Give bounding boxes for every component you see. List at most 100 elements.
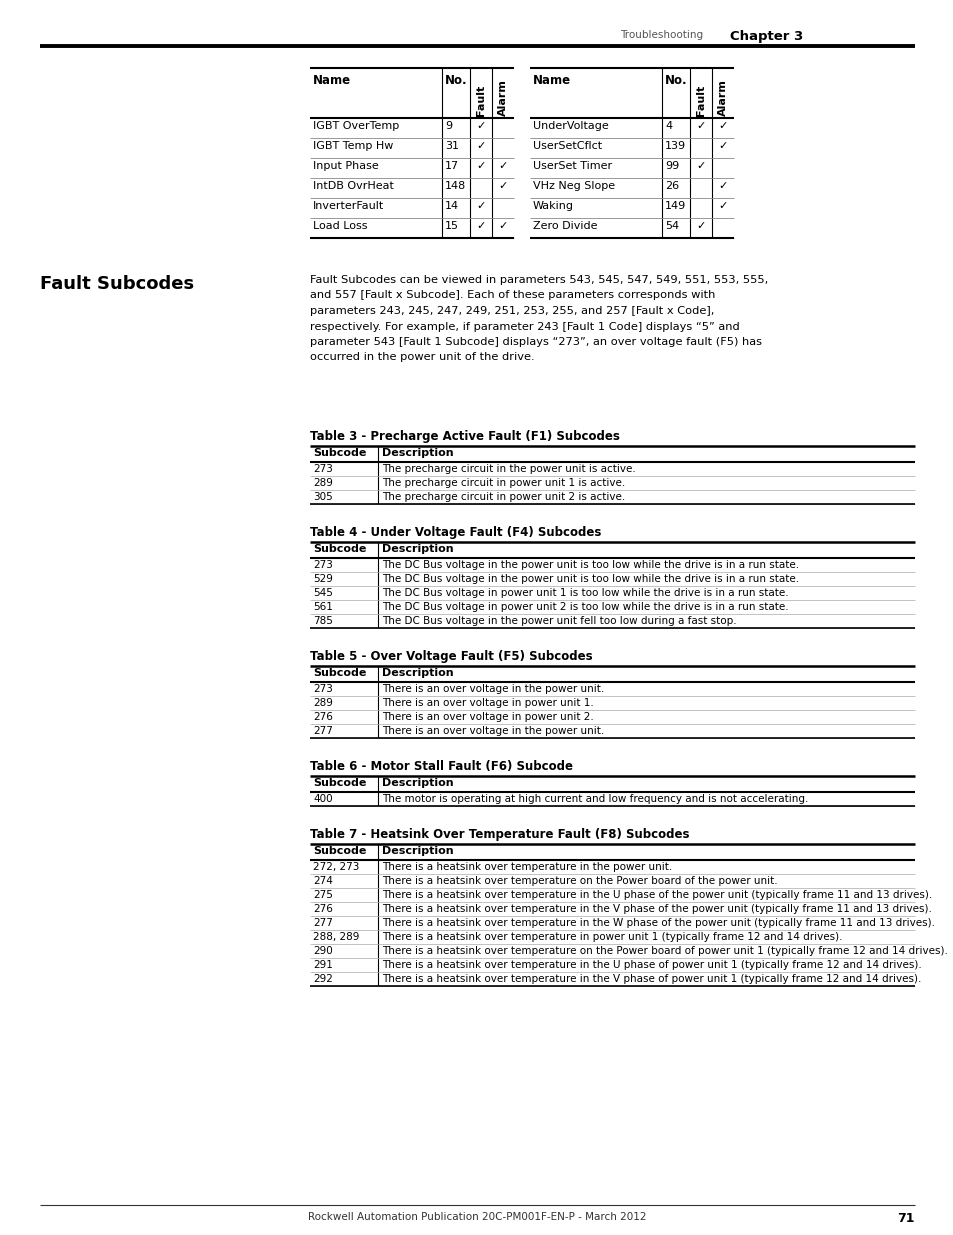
Text: Troubleshooting: Troubleshooting <box>619 30 702 40</box>
Text: UserSetCflct: UserSetCflct <box>533 141 601 151</box>
Text: No.: No. <box>664 74 687 86</box>
Text: Rockwell Automation Publication 20C-PM001F-EN-P - March 2012: Rockwell Automation Publication 20C-PM00… <box>308 1212 645 1221</box>
Text: The motor is operating at high current and low frequency and is not accelerating: The motor is operating at high current a… <box>381 794 807 804</box>
Text: There is a heatsink over temperature in the U phase of power unit 1 (typically f: There is a heatsink over temperature in … <box>381 960 921 969</box>
Text: Description: Description <box>381 846 453 856</box>
Text: Name: Name <box>313 74 351 86</box>
Text: 289: 289 <box>313 478 333 488</box>
Text: 273: 273 <box>313 684 333 694</box>
Text: Input Phase: Input Phase <box>313 161 378 170</box>
Text: The precharge circuit in the power unit is active.: The precharge circuit in the power unit … <box>381 464 635 474</box>
Text: Subcode: Subcode <box>313 543 366 555</box>
Text: The precharge circuit in power unit 1 is active.: The precharge circuit in power unit 1 is… <box>381 478 624 488</box>
Text: Zero Divide: Zero Divide <box>533 221 597 231</box>
Text: The DC Bus voltage in the power unit is too low while the drive is in a run stat: The DC Bus voltage in the power unit is … <box>381 574 799 584</box>
Text: Table 3 - Precharge Active Fault (F1) Subcodes: Table 3 - Precharge Active Fault (F1) Su… <box>310 430 619 443</box>
Text: ✓: ✓ <box>476 141 485 151</box>
Text: ✓: ✓ <box>696 161 705 170</box>
Text: parameter 543 [Fault 1 Subcode] displays “273”, an over voltage fault (F5) has: parameter 543 [Fault 1 Subcode] displays… <box>310 337 761 347</box>
Text: ✓: ✓ <box>497 161 507 170</box>
Text: ✓: ✓ <box>718 141 727 151</box>
Text: ✓: ✓ <box>497 182 507 191</box>
Text: Subcode: Subcode <box>313 846 366 856</box>
Text: 71: 71 <box>897 1212 914 1225</box>
Text: The DC Bus voltage in the power unit fell too low during a fast stop.: The DC Bus voltage in the power unit fel… <box>381 616 736 626</box>
Text: Subcode: Subcode <box>313 668 366 678</box>
Text: The DC Bus voltage in power unit 1 is too low while the drive is in a run state.: The DC Bus voltage in power unit 1 is to… <box>381 588 788 598</box>
Text: 148: 148 <box>444 182 466 191</box>
Text: Description: Description <box>381 448 453 458</box>
Text: Chapter 3: Chapter 3 <box>729 30 802 43</box>
Text: 305: 305 <box>313 492 333 501</box>
Text: UnderVoltage: UnderVoltage <box>533 121 608 131</box>
Text: There is a heatsink over temperature in the power unit.: There is a heatsink over temperature in … <box>381 862 672 872</box>
Text: 273: 273 <box>313 464 333 474</box>
Text: 277: 277 <box>313 918 333 927</box>
Text: 31: 31 <box>444 141 458 151</box>
Text: ✓: ✓ <box>476 161 485 170</box>
Text: ✓: ✓ <box>497 221 507 231</box>
Text: and 557 [Fault x Subcode]. Each of these parameters corresponds with: and 557 [Fault x Subcode]. Each of these… <box>310 290 715 300</box>
Text: 288, 289: 288, 289 <box>313 932 359 942</box>
Text: 275: 275 <box>313 890 333 900</box>
Text: UserSet Timer: UserSet Timer <box>533 161 612 170</box>
Text: ✓: ✓ <box>718 121 727 131</box>
Text: The DC Bus voltage in power unit 2 is too low while the drive is in a run state.: The DC Bus voltage in power unit 2 is to… <box>381 601 788 613</box>
Text: ✓: ✓ <box>476 121 485 131</box>
Text: There is a heatsink over temperature in the W phase of the power unit (typically: There is a heatsink over temperature in … <box>381 918 934 927</box>
Text: There is a heatsink over temperature on the Power board of power unit 1 (typical: There is a heatsink over temperature on … <box>381 946 947 956</box>
Text: Table 4 - Under Voltage Fault (F4) Subcodes: Table 4 - Under Voltage Fault (F4) Subco… <box>310 526 600 538</box>
Text: Table 6 - Motor Stall Fault (F6) Subcode: Table 6 - Motor Stall Fault (F6) Subcode <box>310 760 573 773</box>
Text: ✓: ✓ <box>696 121 705 131</box>
Text: Fault Subcodes can be viewed in parameters 543, 545, 547, 549, 551, 553, 555,: Fault Subcodes can be viewed in paramete… <box>310 275 767 285</box>
Text: There is an over voltage in power unit 2.: There is an over voltage in power unit 2… <box>381 713 593 722</box>
Text: The precharge circuit in power unit 2 is active.: The precharge circuit in power unit 2 is… <box>381 492 624 501</box>
Text: 99: 99 <box>664 161 679 170</box>
Text: 274: 274 <box>313 876 333 885</box>
Text: Waking: Waking <box>533 201 574 211</box>
Text: 276: 276 <box>313 713 333 722</box>
Text: Table 5 - Over Voltage Fault (F5) Subcodes: Table 5 - Over Voltage Fault (F5) Subcod… <box>310 650 592 663</box>
Text: 545: 545 <box>313 588 333 598</box>
Text: The DC Bus voltage in the power unit is too low while the drive is in a run stat: The DC Bus voltage in the power unit is … <box>381 559 799 571</box>
Text: 4: 4 <box>664 121 672 131</box>
Text: There is an over voltage in the power unit.: There is an over voltage in the power un… <box>381 684 603 694</box>
Text: There is a heatsink over temperature in the U phase of the power unit (typically: There is a heatsink over temperature in … <box>381 890 931 900</box>
Text: Name: Name <box>533 74 571 86</box>
Text: 400: 400 <box>313 794 333 804</box>
Text: 290: 290 <box>313 946 333 956</box>
Text: 14: 14 <box>444 201 458 211</box>
Text: 26: 26 <box>664 182 679 191</box>
Text: Fault: Fault <box>696 85 705 116</box>
Text: 277: 277 <box>313 726 333 736</box>
Text: Subcode: Subcode <box>313 778 366 788</box>
Text: There is a heatsink over temperature in the V phase of power unit 1 (typically f: There is a heatsink over temperature in … <box>381 974 921 984</box>
Text: There is a heatsink over temperature in the V phase of the power unit (typically: There is a heatsink over temperature in … <box>381 904 931 914</box>
Text: IntDB OvrHeat: IntDB OvrHeat <box>313 182 394 191</box>
Text: 529: 529 <box>313 574 333 584</box>
Text: 785: 785 <box>313 616 333 626</box>
Text: 272, 273: 272, 273 <box>313 862 359 872</box>
Text: There is a heatsink over temperature in power unit 1 (typically frame 12 and 14 : There is a heatsink over temperature in … <box>381 932 841 942</box>
Text: Description: Description <box>381 778 453 788</box>
Text: Fault: Fault <box>476 85 485 116</box>
Text: There is a heatsink over temperature on the Power board of the power unit.: There is a heatsink over temperature on … <box>381 876 777 885</box>
Text: 139: 139 <box>664 141 685 151</box>
Text: 273: 273 <box>313 559 333 571</box>
Text: 149: 149 <box>664 201 685 211</box>
Text: There is an over voltage in power unit 1.: There is an over voltage in power unit 1… <box>381 698 593 708</box>
Text: ✓: ✓ <box>696 221 705 231</box>
Text: InverterFault: InverterFault <box>313 201 384 211</box>
Text: Alarm: Alarm <box>718 79 727 116</box>
Text: VHz Neg Slope: VHz Neg Slope <box>533 182 615 191</box>
Text: Alarm: Alarm <box>497 79 507 116</box>
Text: 9: 9 <box>444 121 452 131</box>
Text: 17: 17 <box>444 161 458 170</box>
Text: IGBT OverTemp: IGBT OverTemp <box>313 121 399 131</box>
Text: 54: 54 <box>664 221 679 231</box>
Text: parameters 243, 245, 247, 249, 251, 253, 255, and 257 [Fault x Code],: parameters 243, 245, 247, 249, 251, 253,… <box>310 306 714 316</box>
Text: ✓: ✓ <box>476 221 485 231</box>
Text: 291: 291 <box>313 960 333 969</box>
Text: Subcode: Subcode <box>313 448 366 458</box>
Text: Table 7 - Heatsink Over Temperature Fault (F8) Subcodes: Table 7 - Heatsink Over Temperature Faul… <box>310 827 689 841</box>
